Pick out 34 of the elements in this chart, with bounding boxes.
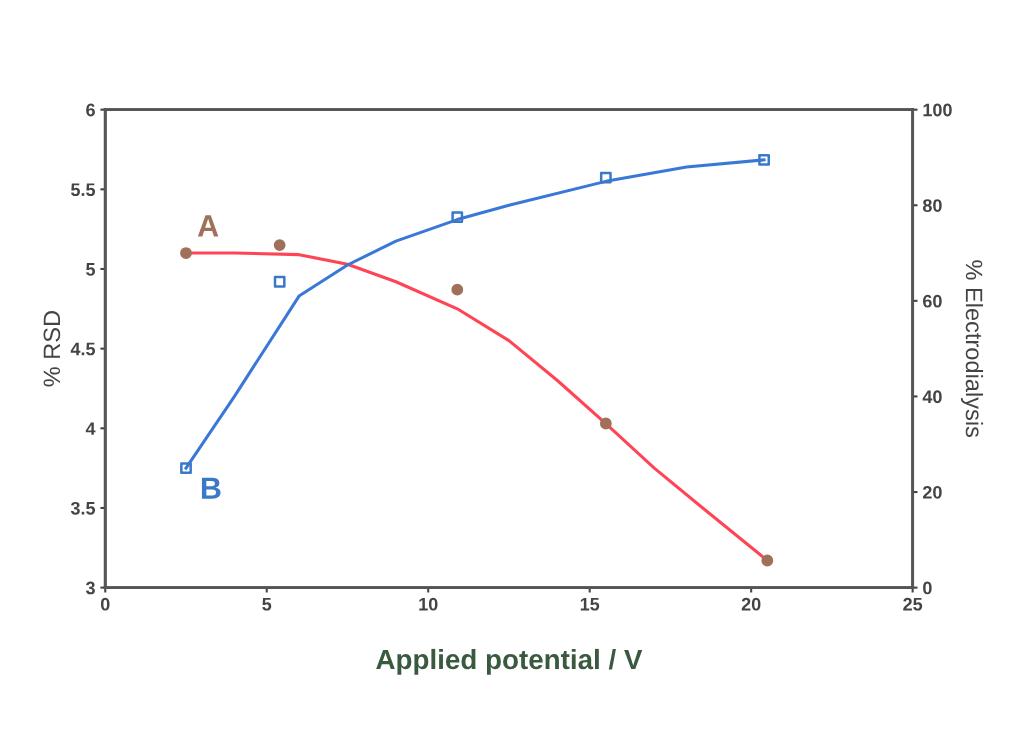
y2-tick-label: 40: [922, 390, 942, 404]
y2-tick-label: 0: [923, 581, 932, 595]
series-label: A: [197, 215, 219, 237]
y-tick-label: 6: [86, 103, 95, 117]
x-tick-label: 10: [419, 597, 438, 611]
point: [758, 153, 770, 166]
point: [451, 211, 464, 224]
y-axis-title: % RSD: [43, 311, 61, 387]
point: [180, 247, 192, 259]
x-axis-title: Applied potential / V: [376, 648, 643, 675]
point: [761, 554, 774, 567]
point: [599, 171, 612, 184]
point: [451, 283, 464, 296]
y-tick-label: 4.5: [70, 342, 96, 356]
y2-tick-label: 20: [922, 485, 942, 499]
y2-axis-title: % Electrodialysis: [961, 260, 984, 438]
point: [180, 462, 192, 475]
y-tick-label: 5.5: [71, 183, 96, 197]
point: [273, 275, 286, 288]
point: [273, 239, 286, 251]
y-tick-label: 5: [86, 263, 96, 276]
y-tick-label: 3.5: [70, 501, 96, 515]
y2-tick-label: 80: [922, 199, 942, 212]
point: [599, 417, 612, 430]
y-tick-label: 3: [85, 581, 95, 595]
x-tick-label: 5: [262, 598, 272, 611]
y-tick-label: 4: [85, 422, 96, 435]
series-label: B: [201, 477, 221, 499]
y2-tick-label: 100: [923, 103, 952, 117]
x-tick-label: 0: [100, 597, 110, 611]
x-tick-label: 20: [741, 597, 761, 611]
y2-tick-label: 60: [923, 294, 942, 308]
x-tick-label: 25: [903, 597, 923, 611]
x-tick-label: 15: [580, 598, 600, 611]
